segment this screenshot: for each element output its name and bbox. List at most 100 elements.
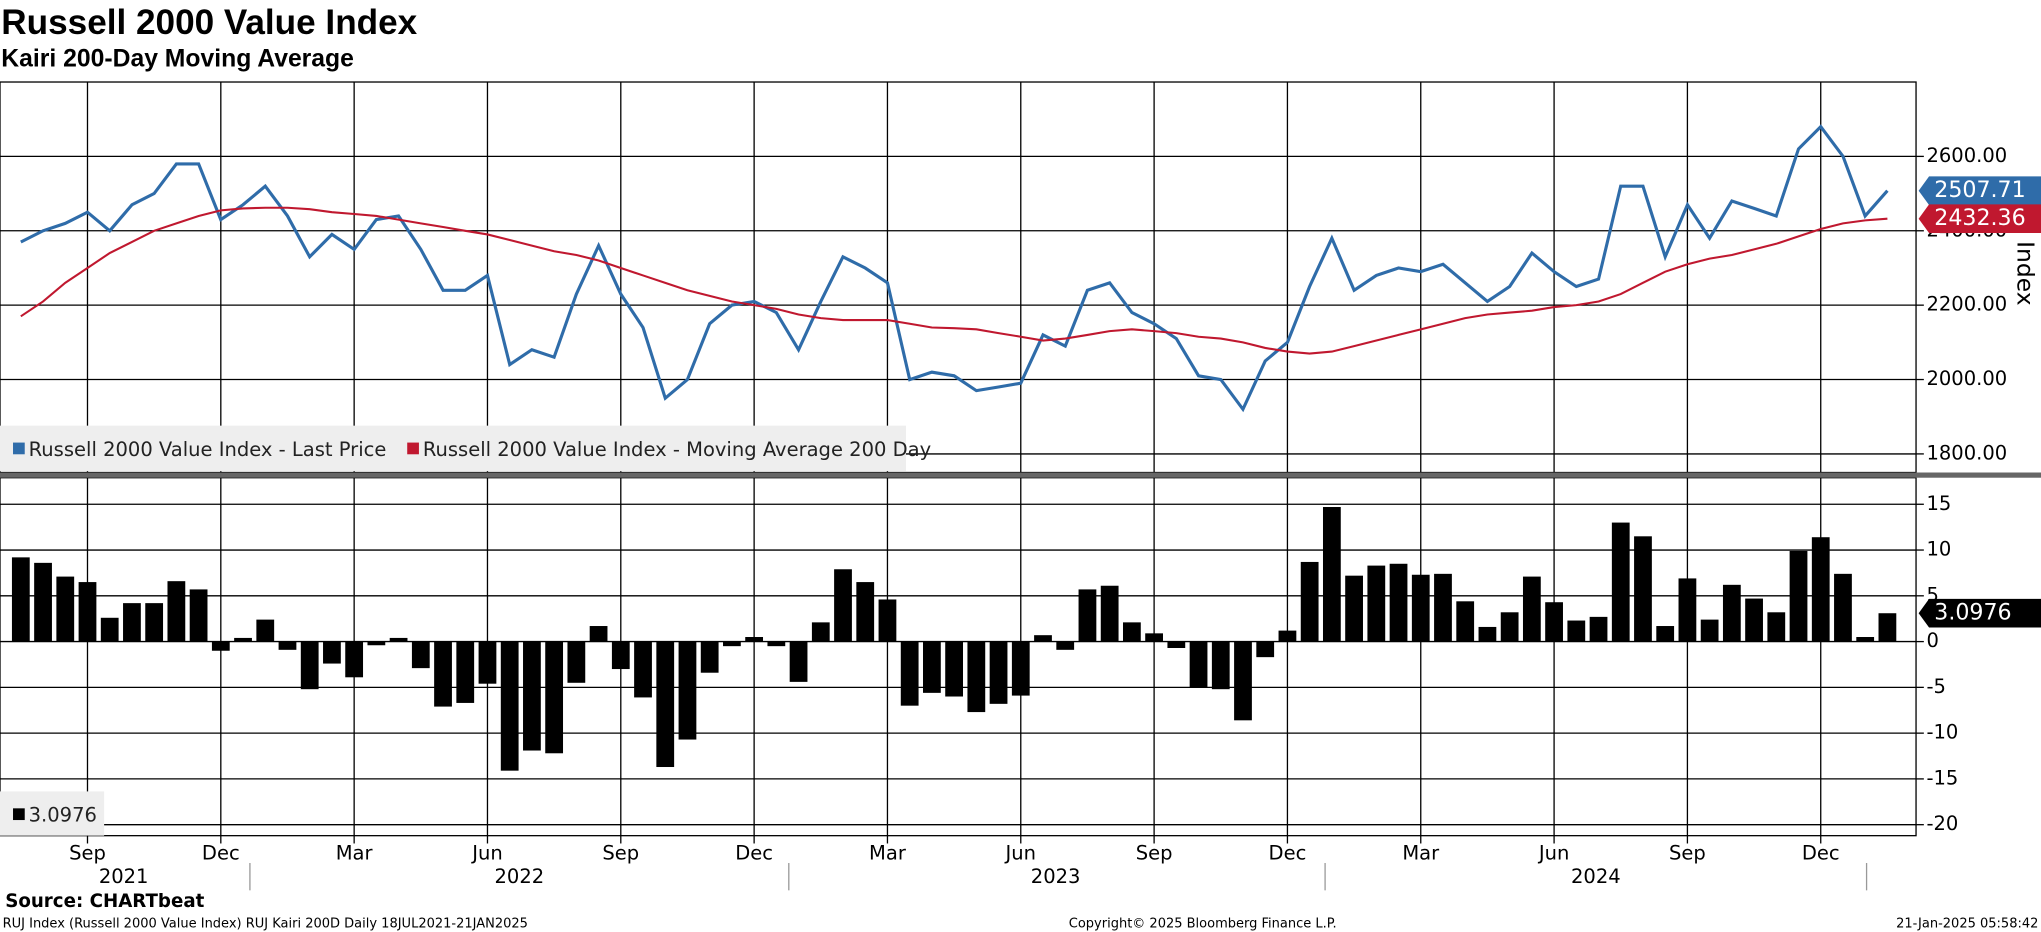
bar <box>1678 578 1697 642</box>
bar <box>300 641 319 690</box>
x-group-label: 2023 <box>1031 865 1081 888</box>
bar <box>1478 626 1497 642</box>
bar <box>1634 536 1652 642</box>
bar <box>456 641 475 703</box>
bar <box>1500 612 1519 642</box>
bar <box>1056 641 1075 650</box>
y-tick-label: -20 <box>1926 812 1958 835</box>
bar <box>1878 613 1897 642</box>
bar <box>1767 612 1786 642</box>
bar <box>367 641 386 646</box>
bar <box>1745 598 1763 642</box>
bar <box>1567 620 1586 642</box>
bar <box>1811 537 1830 642</box>
bar <box>634 641 652 698</box>
x-tick-label: Jun <box>470 841 502 864</box>
bar <box>545 641 564 754</box>
x-group-label: 2024 <box>1571 865 1621 888</box>
legend-box <box>0 425 906 472</box>
bar <box>1011 641 1030 696</box>
y-axis-label: Index <box>2012 241 2040 306</box>
bar <box>789 641 808 682</box>
bar <box>945 641 964 697</box>
bar <box>1411 574 1430 642</box>
y-tick-label: 15 <box>1926 492 1951 515</box>
bar <box>345 641 364 678</box>
x-tick-label: Dec <box>202 841 240 864</box>
x-tick-label: Dec <box>1802 841 1840 864</box>
bar <box>500 641 519 771</box>
x-group-label: 2022 <box>495 865 545 888</box>
bar <box>1389 563 1408 642</box>
bar <box>923 641 941 693</box>
bar <box>1834 573 1852 642</box>
bar <box>745 637 764 642</box>
x-tick-label: Dec <box>1269 841 1307 864</box>
y-tick-label: -10 <box>1926 721 1958 744</box>
value-badge-label: 2507.71 <box>1934 177 2025 203</box>
bar <box>1611 522 1630 642</box>
bar <box>411 641 430 669</box>
bar <box>189 589 208 642</box>
x-tick-label: Sep <box>69 841 106 864</box>
bar <box>211 641 230 651</box>
footer-center: Copyright© 2025 Bloomberg Finance L.P. <box>1069 917 1337 932</box>
bar <box>1211 641 1230 690</box>
bar <box>434 641 452 707</box>
x-tick-label: Mar <box>336 841 374 864</box>
bar <box>1345 575 1363 642</box>
bar <box>1300 561 1319 642</box>
legend-label: 3.0976 <box>29 804 97 827</box>
bar <box>78 582 97 642</box>
bar <box>145 603 164 642</box>
x-tick-label: Sep <box>1669 841 1706 864</box>
y-tick-label: 0 <box>1926 629 1938 652</box>
bar <box>1700 619 1719 642</box>
bar <box>811 622 830 642</box>
bar <box>1100 585 1119 642</box>
legend: Russell 2000 Value Index - Last Price Rus… <box>0 425 931 472</box>
bar <box>478 641 497 684</box>
bar <box>1545 602 1563 642</box>
source: Source: CHARTbeat <box>5 891 204 912</box>
bar <box>967 641 986 713</box>
chart-title: Russell 2000 Value Index <box>1 3 417 42</box>
bar <box>856 582 875 642</box>
legend-swatch <box>13 808 25 821</box>
plot-layers: 1800.002000.002200.002400.002600.00-20-1… <box>0 81 2041 891</box>
bar <box>656 641 675 768</box>
bar <box>1789 550 1808 642</box>
value-badge-label: 3.0976 <box>1934 600 2011 626</box>
bar <box>1278 630 1297 642</box>
bar <box>1256 641 1275 658</box>
bar <box>123 603 141 642</box>
value-badge <box>1918 598 2041 628</box>
bar <box>11 557 30 642</box>
bar <box>1167 641 1186 648</box>
y-tick-label: 10 <box>1926 538 1951 561</box>
panel-separator <box>0 472 2041 478</box>
y-tick-label: -5 <box>1926 675 1945 698</box>
bar <box>1522 576 1541 642</box>
x-tick-label: Jun <box>1004 841 1037 864</box>
bar <box>878 599 897 642</box>
bar <box>1434 573 1452 642</box>
x-tick-label: Sep <box>602 841 639 864</box>
bar <box>678 641 697 740</box>
bar <box>523 641 541 751</box>
bar <box>1034 635 1052 642</box>
bar <box>256 619 275 642</box>
bar <box>323 641 341 664</box>
bar <box>1322 507 1341 642</box>
x-tick-label: Mar <box>1402 841 1440 864</box>
chart-subtitle: Kairi 200-Day Moving Average <box>1 45 354 72</box>
bar <box>567 641 586 683</box>
bar <box>1189 641 1208 688</box>
legend-swatch <box>407 442 419 455</box>
x-tick-label: Mar <box>869 841 907 864</box>
bar <box>1722 584 1741 642</box>
bar <box>100 617 119 642</box>
y-tick-label: 1800.00 <box>1926 441 2007 464</box>
bar <box>389 637 408 642</box>
x-tick-label: Sep <box>1136 841 1173 864</box>
